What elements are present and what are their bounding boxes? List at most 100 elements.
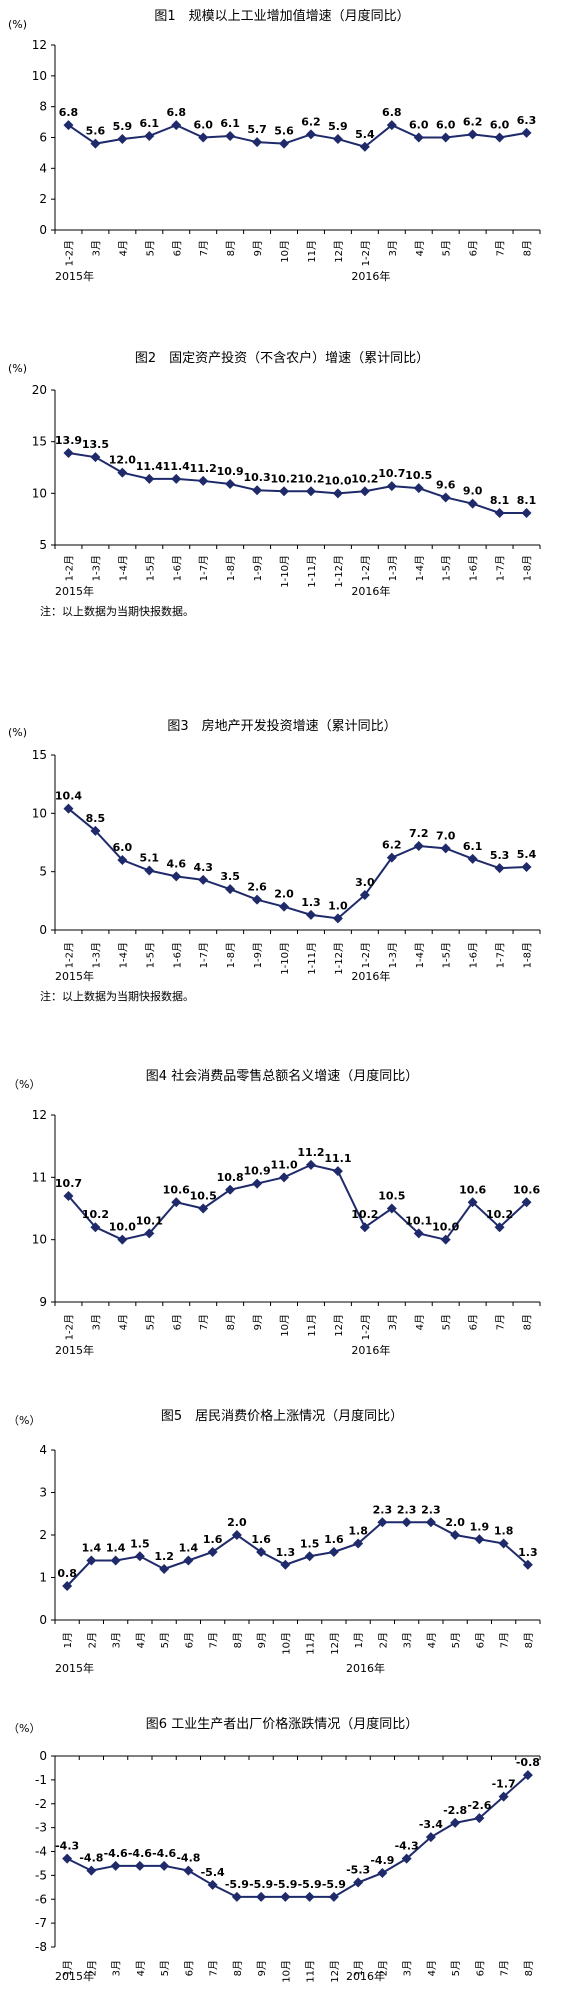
data-label: 7.2 [409,827,429,840]
year-label: 2016年 [346,1661,385,1675]
data-point [198,1203,209,1214]
data-label: 10.9 [244,1165,271,1178]
data-label: -5.9 [322,1878,346,1891]
data-point [450,1817,461,1828]
data-label: 6.0 [436,119,456,132]
data-point [252,137,263,148]
x-tick-label: 1-4月 [117,555,129,581]
data-label: 5.4 [355,128,375,141]
data-label: 10.3 [244,471,271,484]
x-tick-label: 10月 [280,1632,292,1655]
data-label: 6.8 [167,106,187,119]
data-point [90,1222,101,1233]
x-tick-label: 1-6月 [468,555,480,581]
x-tick-label: 1-3月 [387,942,399,968]
y-tick-label: 5 [39,538,47,552]
data-point [86,1865,97,1876]
data-label: 1.0 [328,899,348,912]
data-label: -4.8 [176,1852,200,1865]
year-label: 2015年 [55,1661,94,1675]
data-label: 10.1 [405,1214,432,1227]
data-label: 1.3 [276,1546,296,1559]
data-point [440,1234,451,1245]
data-point [450,1530,461,1540]
data-label: 6.2 [463,115,483,128]
y-tick-label: 0 [39,923,47,937]
x-tick-label: 3月 [402,1960,414,1976]
x-tick-label: 1-2月 [63,1314,75,1340]
data-label: 10.6 [459,1183,486,1196]
data-point [474,1813,485,1824]
data-point [63,120,74,131]
data-point [386,852,397,863]
data-point [252,894,263,905]
x-tick-label: 4月 [135,1960,147,1976]
data-point [440,843,451,854]
data-label: 11.2 [190,462,217,475]
data-point [498,1538,509,1549]
x-tick-label: 3月 [387,240,399,256]
y-tick-label: -5 [35,1868,47,1882]
x-tick-label: 9月 [252,240,264,256]
x-tick-label: 3月 [402,1632,414,1648]
x-tick-label: 4月 [414,240,426,256]
data-label: 10.6 [163,1183,190,1196]
data-label: 11.2 [297,1146,324,1159]
data-label: 11.0 [270,1158,297,1171]
data-point [231,1530,242,1540]
data-point [207,1879,218,1890]
year-label: 2015年 [55,1343,94,1357]
data-point [494,507,505,518]
x-tick-label: 8月 [232,1960,244,1976]
data-label: 1.2 [154,1550,174,1563]
x-tick-label: 2月 [86,1632,98,1648]
y-tick-label: 10 [32,69,47,83]
data-label: 10.4 [55,790,82,803]
x-tick-label: 1-2月 [360,555,372,581]
x-tick-label: 7月 [495,1314,507,1330]
data-label: 1.4 [82,1542,102,1555]
data-label: 10.7 [378,467,405,480]
data-point [90,138,101,149]
x-tick-label: 5月 [450,1960,462,1976]
x-tick-label: 5月 [144,240,156,256]
data-label: -0.8 [516,1756,540,1769]
data-point [521,507,532,518]
data-point [521,862,532,872]
y-tick-label: 0 [39,223,47,237]
data-label: 10.2 [351,472,378,485]
data-label: 10.2 [486,1208,513,1221]
y-tick-label: 0 [39,1613,47,1627]
data-point [144,865,155,876]
y-tick-label: 10 [32,486,47,500]
y-tick-label: 2 [39,192,47,206]
data-point [494,132,505,143]
x-tick-label: 1-3月 [90,942,102,968]
data-point [110,1555,121,1566]
data-point [159,1860,170,1871]
chart-note: 注：以上数据为当期快报数据。 [40,989,194,1003]
x-tick-label: 8月 [523,1632,535,1648]
data-label: 6.1 [140,117,160,130]
data-label: -2.6 [467,1799,491,1812]
data-label: -1.7 [492,1778,516,1791]
data-point [63,803,74,814]
x-tick-label: 6月 [468,240,480,256]
x-tick-label: 9月 [256,1960,268,1976]
data-point [413,483,424,494]
x-tick-label: 1-7月 [495,942,507,968]
data-point [440,492,451,503]
data-point [134,1551,145,1562]
data-label: -4.3 [395,1840,419,1853]
data-label: -4.9 [370,1854,394,1867]
data-point [171,871,182,882]
data-label: 2.0 [274,888,294,901]
data-label: 10.2 [351,1208,378,1221]
x-tick-label: 1-5月 [441,555,453,581]
data-label: 8.1 [517,494,537,507]
x-tick-label: 1-9月 [252,555,264,581]
chart-svg-5: 图5 居民消费价格上涨情况（月度同比） （%） 0 1 2 3 4 1月 2月 3月 4月 5月 6月 7… [8,1408,541,1675]
data-point [117,134,128,145]
y-axis-label: （%） [8,1414,40,1427]
year-label: 2015年 [55,969,94,983]
